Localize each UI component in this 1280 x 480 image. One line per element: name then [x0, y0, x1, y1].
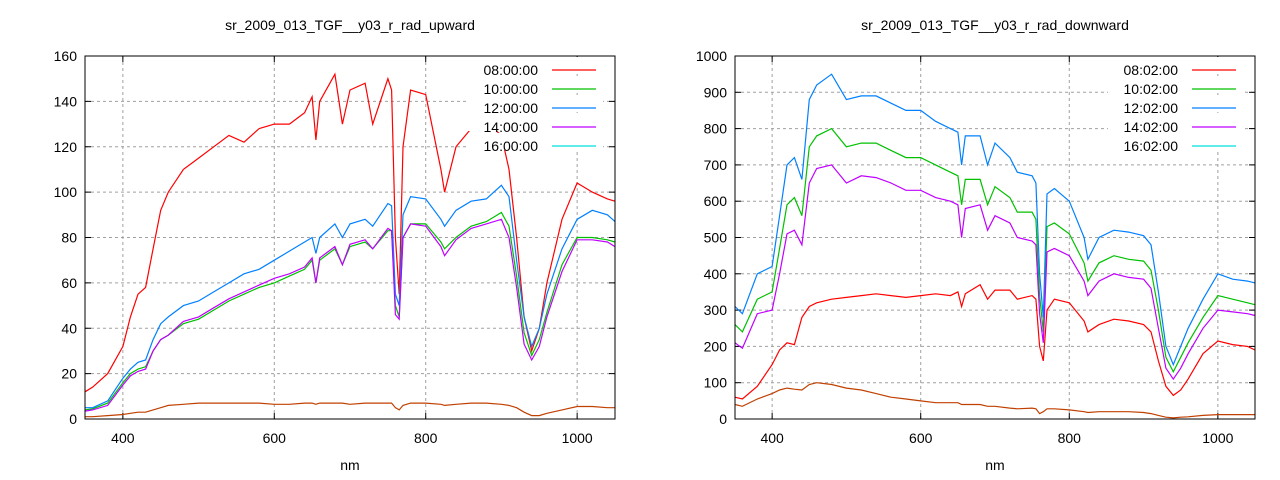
y-tick-label: 800: [704, 121, 728, 137]
legend-label: 10:00:00: [484, 81, 539, 97]
plot-frame: [84, 55, 616, 420]
series-line-080000: [84, 72, 616, 393]
x-tick-label: 1000: [1202, 430, 1233, 446]
series-line-140000: [84, 218, 616, 412]
x-tick-label: 600: [263, 430, 287, 446]
legend-label: 08:02:00: [1124, 62, 1179, 78]
left-chart-panel: sr_2009_013_TGF__y03_r_rad_upward nm 0 20…: [54, 17, 616, 473]
x-axis-label: nm: [340, 457, 359, 473]
y-tick-label: 100: [54, 184, 78, 200]
legend-label: 10:02:00: [1124, 81, 1179, 97]
series-line-080200: [734, 283, 1256, 400]
legend-label: 16:00:00: [484, 138, 539, 154]
series-line-120200: [734, 73, 1256, 367]
series-line-160000: [85, 402, 615, 418]
legend-label: 16:02:00: [1124, 138, 1179, 154]
right-chart-panel: sr_2009_013_TGF__y03_r_rad_downward nm 0…: [696, 17, 1256, 473]
series-line-100200: [734, 127, 1256, 374]
y-tick-label: 60: [61, 275, 77, 291]
chart-title: sr_2009_013_TGF__y03_r_rad_downward: [861, 17, 1129, 33]
y-tick-label: 200: [704, 338, 728, 354]
legend-label: 08:00:00: [484, 62, 539, 78]
plot-frame: [734, 55, 1256, 420]
legend-label: 14:02:00: [1124, 119, 1179, 135]
x-axis-label: nm: [985, 457, 1004, 473]
x-tick-label: 1000: [562, 430, 593, 446]
y-tick-label: 400: [704, 266, 728, 282]
y-tick-label: 140: [54, 93, 78, 109]
y-tick-label: 20: [61, 366, 77, 382]
x-tick-label: 400: [111, 430, 135, 446]
y-tick-label: 900: [704, 84, 728, 100]
y-tick-label: 160: [54, 48, 78, 64]
y-tick-label: 300: [704, 302, 728, 318]
legend-label: 14:00:00: [484, 119, 539, 135]
series-line-140200: [734, 164, 1256, 381]
y-tick-label: 0: [719, 411, 727, 427]
y-tick-label: 1000: [696, 48, 727, 64]
series-line-100000: [84, 211, 616, 411]
y-tick-label: 0: [69, 411, 77, 427]
x-tick-label: 800: [414, 430, 438, 446]
y-tick-label: 80: [61, 230, 77, 246]
y-tick-label: 500: [704, 230, 728, 246]
y-tick-label: 100: [704, 375, 728, 391]
chart-title: sr_2009_013_TGF__y03_r_rad_upward: [225, 17, 475, 33]
series-line-160200: [734, 382, 1255, 419]
x-tick-label: 600: [909, 430, 933, 446]
series-line-120000: [85, 184, 616, 409]
y-tick-label: 120: [54, 139, 78, 155]
x-tick-label: 400: [760, 430, 784, 446]
y-tick-label: 700: [704, 157, 728, 173]
legend-label: 12:02:00: [1124, 100, 1179, 116]
y-tick-label: 600: [704, 193, 728, 209]
y-tick-label: 40: [61, 320, 77, 336]
legend-label: 12:00:00: [484, 100, 539, 116]
x-tick-label: 800: [1058, 430, 1082, 446]
